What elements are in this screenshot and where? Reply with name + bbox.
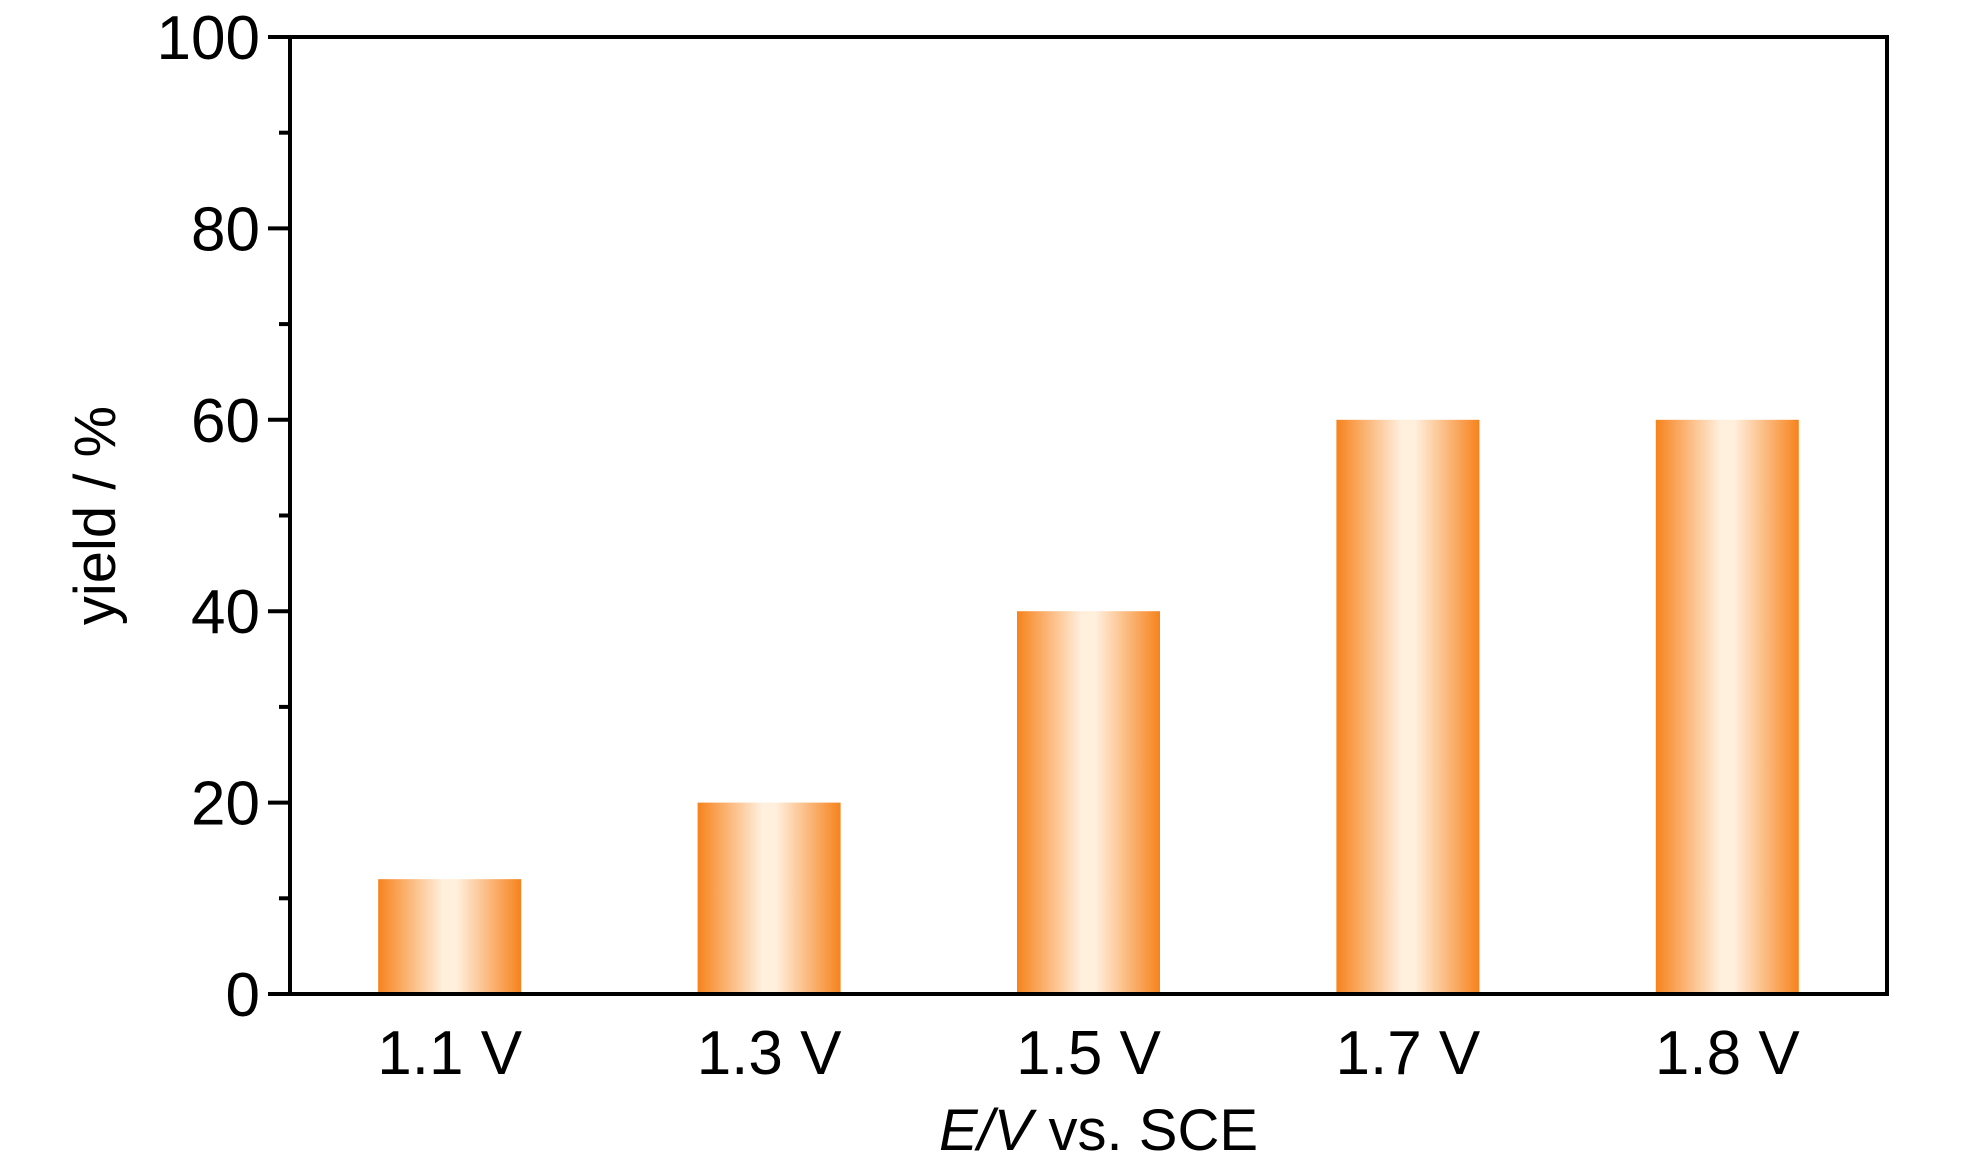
bar-1-1-V [378, 879, 522, 994]
y-tick-label: 40 [191, 578, 260, 647]
x-tick-label: 1.1 V [377, 1019, 522, 1088]
x-axis-labels: 1.1 V 1.3 V 1.5 V 1.7 V 1.8 V [377, 1019, 1800, 1088]
bars-group [378, 419, 1799, 994]
x-tick-label: 1.8 V [1655, 1019, 1800, 1088]
bar-1-7-V [1336, 419, 1480, 994]
bar-1-5-V [1017, 611, 1160, 994]
bar-1-8-V [1655, 419, 1799, 994]
y-tick-label: 60 [191, 387, 260, 456]
x-tick-label: 1.7 V [1336, 1019, 1481, 1088]
y-tick-label: 100 [157, 4, 260, 73]
x-axis-title-italic: E/V [939, 1098, 1038, 1157]
x-axis-title: E/V vs. SCE [939, 1098, 1258, 1157]
y-axis-title: yield / % [63, 406, 128, 625]
y-tick-label: 80 [191, 195, 260, 264]
x-tick-label: 1.5 V [1016, 1019, 1161, 1088]
y-tick-label: 20 [191, 770, 260, 839]
x-axis-title-rest: vs. SCE [1032, 1098, 1258, 1157]
y-axis-ticks: 0 20 40 60 80 100 [157, 4, 290, 1030]
x-tick-label: 1.3 V [697, 1019, 842, 1088]
y-tick-label: 0 [226, 961, 260, 1030]
bar-1-3-V [697, 802, 841, 994]
